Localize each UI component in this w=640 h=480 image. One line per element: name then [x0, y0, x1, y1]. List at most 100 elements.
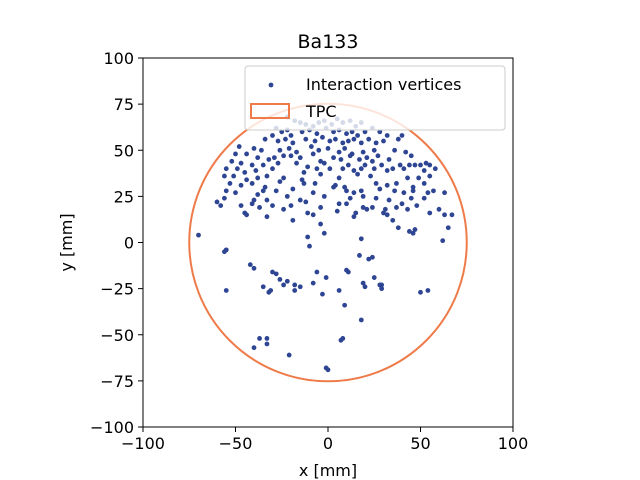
data-point-49 [236, 144, 242, 149]
data-point-158 [392, 188, 397, 194]
data-point-190 [218, 203, 224, 209]
data-point-126 [336, 175, 342, 181]
data-point-238 [362, 284, 368, 290]
x-tick-label: −50 [219, 434, 253, 453]
data-point-125 [318, 171, 323, 177]
data-point-145 [421, 181, 427, 186]
data-point-235 [345, 269, 351, 275]
data-point-124 [299, 177, 305, 183]
data-point-112 [358, 166, 364, 172]
data-point-73 [310, 151, 316, 157]
data-point-36 [312, 138, 318, 144]
data-point-183 [336, 201, 342, 207]
data-point-21 [331, 129, 336, 135]
data-point-76 [338, 157, 344, 162]
data-point-199 [381, 210, 386, 216]
data-point-16 [288, 133, 294, 138]
data-point-77 [347, 153, 353, 159]
data-point-161 [425, 190, 431, 196]
data-point-248 [223, 288, 229, 293]
data-point-101 [432, 166, 438, 172]
data-point-255 [418, 289, 423, 295]
y-tick-label: −25 [100, 280, 134, 299]
data-point-195 [310, 212, 316, 218]
data-point-141 [373, 181, 379, 186]
data-point-205 [264, 214, 270, 220]
data-point-136 [277, 179, 283, 185]
data-point-30 [270, 133, 275, 138]
data-point-219 [358, 236, 364, 242]
data-point-194 [305, 210, 311, 216]
data-point-72 [297, 155, 303, 161]
data-point-224 [222, 249, 227, 255]
data-point-232 [251, 265, 257, 271]
data-point-197 [353, 210, 359, 216]
data-point-233 [323, 275, 329, 280]
data-point-104 [242, 169, 248, 175]
data-point-135 [262, 184, 268, 190]
data-point-177 [249, 201, 255, 207]
data-point-75 [331, 155, 336, 161]
data-point-259 [358, 317, 364, 323]
data-point-132 [227, 181, 233, 186]
data-point-37 [320, 134, 325, 140]
y-tick-label: 25 [114, 187, 134, 206]
data-point-264 [264, 341, 270, 347]
data-point-166 [264, 197, 270, 203]
data-point-70 [281, 153, 286, 159]
data-point-149 [260, 188, 266, 194]
data-point-120 [244, 177, 250, 183]
data-point-79 [364, 155, 370, 161]
data-point-157 [377, 186, 383, 192]
data-point-57 [325, 146, 331, 151]
data-point-87 [275, 160, 281, 166]
data-point-59 [342, 146, 348, 151]
data-point-47 [395, 136, 401, 142]
data-point-193 [281, 206, 286, 212]
data-point-56 [316, 147, 322, 153]
data-point-29 [384, 133, 390, 138]
data-point-98 [418, 162, 423, 168]
y-tick-label: −100 [90, 418, 134, 437]
data-point-113 [371, 166, 377, 172]
data-point-44 [366, 136, 372, 142]
data-point-105 [253, 168, 259, 173]
data-point-61 [360, 149, 366, 155]
data-point-144 [410, 184, 416, 190]
data-point-32 [275, 138, 281, 144]
data-point-200 [405, 206, 410, 212]
data-point-122 [264, 173, 270, 179]
data-point-182 [318, 205, 323, 210]
data-point-62 [371, 147, 377, 153]
data-point-216 [305, 234, 311, 240]
data-point-207 [351, 214, 357, 220]
data-point-215 [196, 232, 201, 238]
data-point-121 [255, 175, 261, 181]
data-point-187 [382, 206, 388, 212]
data-point-243 [320, 291, 325, 297]
data-point-265 [251, 345, 257, 351]
data-point-189 [414, 203, 420, 209]
data-point-23 [344, 131, 349, 137]
data-point-201 [436, 206, 442, 212]
data-point-257 [266, 289, 272, 295]
data-point-103 [234, 166, 240, 172]
data-point-53 [286, 146, 292, 151]
data-point-52 [277, 147, 283, 153]
data-point-268 [325, 367, 331, 373]
data-point-142 [384, 182, 390, 188]
data-point-173 [386, 197, 392, 203]
data-point-28 [377, 129, 383, 135]
data-point-217 [321, 230, 327, 236]
data-point-180 [288, 203, 294, 209]
data-point-115 [390, 166, 396, 172]
data-point-40 [340, 140, 346, 146]
data-point-137 [301, 181, 307, 186]
data-point-80 [375, 153, 381, 159]
data-point-66 [244, 151, 250, 157]
x-tick-label: −100 [121, 434, 165, 453]
legend-label-vertices: Interaction vertices [306, 75, 461, 94]
x-tick-label: 100 [498, 434, 529, 453]
data-point-131 [427, 173, 433, 179]
data-point-42 [351, 136, 357, 142]
